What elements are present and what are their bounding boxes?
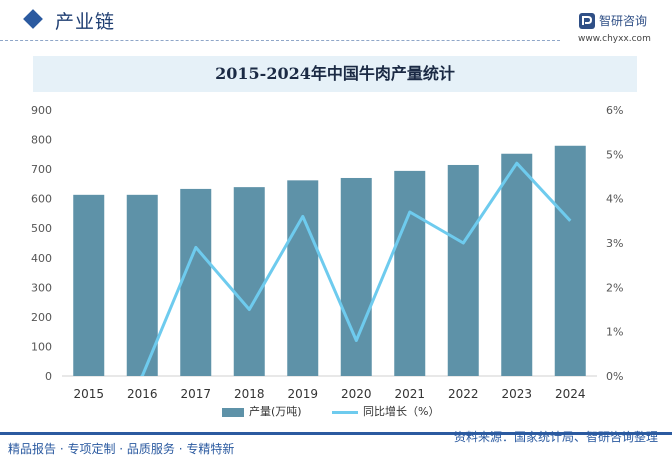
section-title: 产业链 — [55, 11, 116, 33]
y-right-tick-label: 0% — [606, 370, 623, 383]
y-left-tick-label: 900 — [31, 104, 52, 117]
x-tick-label: 2020 — [341, 387, 372, 400]
bar-production — [501, 153, 533, 376]
line-growth — [139, 161, 572, 376]
x-tick-label: 2022 — [448, 387, 479, 400]
y-right-tick-label: 1% — [606, 326, 623, 339]
bar-production — [126, 194, 158, 376]
brand-url: www.chyxx.com — [578, 34, 651, 44]
y-left-tick-label: 700 — [31, 163, 52, 176]
footer-source: 资料来源：国家统计局、智研咨询整理 — [453, 430, 658, 444]
y-right-tick-label: 6% — [606, 104, 623, 117]
x-tick-label: 2015 — [73, 387, 104, 400]
x-tick-label: 2024 — [555, 387, 586, 400]
y-left-tick-label: 0 — [45, 370, 52, 383]
footer-slogan: 精品报告 · 专项定制 · 品质服务 · 专精特新 — [8, 442, 235, 456]
footer-accent-line — [0, 432, 672, 435]
legend-line-swatch — [332, 410, 358, 414]
legend-item-growth: 同比增长（%） — [332, 403, 439, 419]
y-right-tick-label: 4% — [606, 193, 623, 206]
x-tick-label: 2016 — [127, 387, 158, 400]
bar-production — [340, 177, 372, 376]
legend-item-production: 产量(万吨) — [222, 403, 302, 419]
y-right-tick-label: 2% — [606, 281, 623, 294]
header-bar: 产业链 智研咨询 www.chyxx.com — [0, 0, 672, 46]
x-tick-label: 2018 — [234, 387, 265, 400]
brand-name: 智研咨询 — [599, 14, 648, 28]
brand-mark-icon — [579, 13, 595, 29]
header-divider — [0, 40, 560, 41]
x-tick-label: 2017 — [180, 387, 211, 400]
x-tick-label: 2021 — [394, 387, 425, 400]
y-right-tick-label: 3% — [606, 237, 623, 250]
legend-label-production: 产量(万吨) — [249, 405, 302, 418]
chart-title: 2015-2024年中国牛肉产量统计 — [215, 64, 455, 83]
chart-legend: 产量(万吨) 同比增长（%） — [0, 403, 672, 421]
bar-production — [180, 188, 212, 376]
x-tick-label: 2023 — [501, 387, 532, 400]
chart-title-band: 2015-2024年中国牛肉产量统计 — [33, 56, 637, 92]
y-right-tick-label: 5% — [606, 148, 623, 161]
y-left-tick-label: 600 — [31, 193, 52, 206]
chart-canvas: 0 100 200 300 400 500 600 700 800 900 0% 1% 2% 3% 4% 5%… — [31, 104, 623, 400]
y-left-tick-label: 500 — [31, 222, 52, 235]
bar-production — [394, 170, 426, 376]
x-tick-label: 2019 — [287, 387, 318, 400]
y-left-tick-label: 200 — [31, 311, 52, 324]
bar-production — [73, 194, 105, 376]
bar-production — [287, 180, 319, 376]
y-left-tick-label: 400 — [31, 252, 52, 265]
y-left-tick-label: 800 — [31, 134, 52, 147]
legend-label-growth: 同比增长（%） — [363, 405, 440, 418]
legend-bar-swatch — [222, 407, 244, 417]
bar-production — [447, 164, 479, 376]
y-left-tick-label: 100 — [31, 340, 52, 353]
y-left-tick-label: 300 — [31, 281, 52, 294]
footer-bar: 精品报告 · 专项定制 · 品质服务 · 专精特新 资料来源：国家统计局、智研咨… — [0, 430, 672, 465]
bar-production — [554, 145, 586, 376]
bar-production — [233, 187, 265, 376]
